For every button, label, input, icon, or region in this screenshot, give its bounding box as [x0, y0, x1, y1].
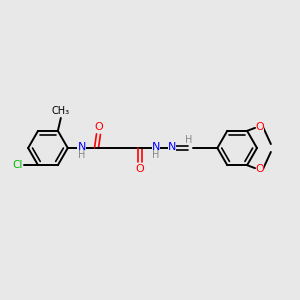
Text: N: N — [152, 142, 160, 152]
Text: H: H — [152, 150, 160, 160]
Text: H: H — [185, 135, 192, 145]
Text: N: N — [77, 142, 86, 152]
Text: Cl: Cl — [12, 160, 22, 170]
Text: O: O — [256, 164, 264, 174]
Text: N: N — [168, 142, 176, 152]
Text: O: O — [256, 122, 264, 132]
Text: H: H — [78, 150, 85, 160]
Text: CH₃: CH₃ — [52, 106, 70, 116]
Text: O: O — [94, 122, 103, 132]
Text: O: O — [136, 164, 145, 174]
